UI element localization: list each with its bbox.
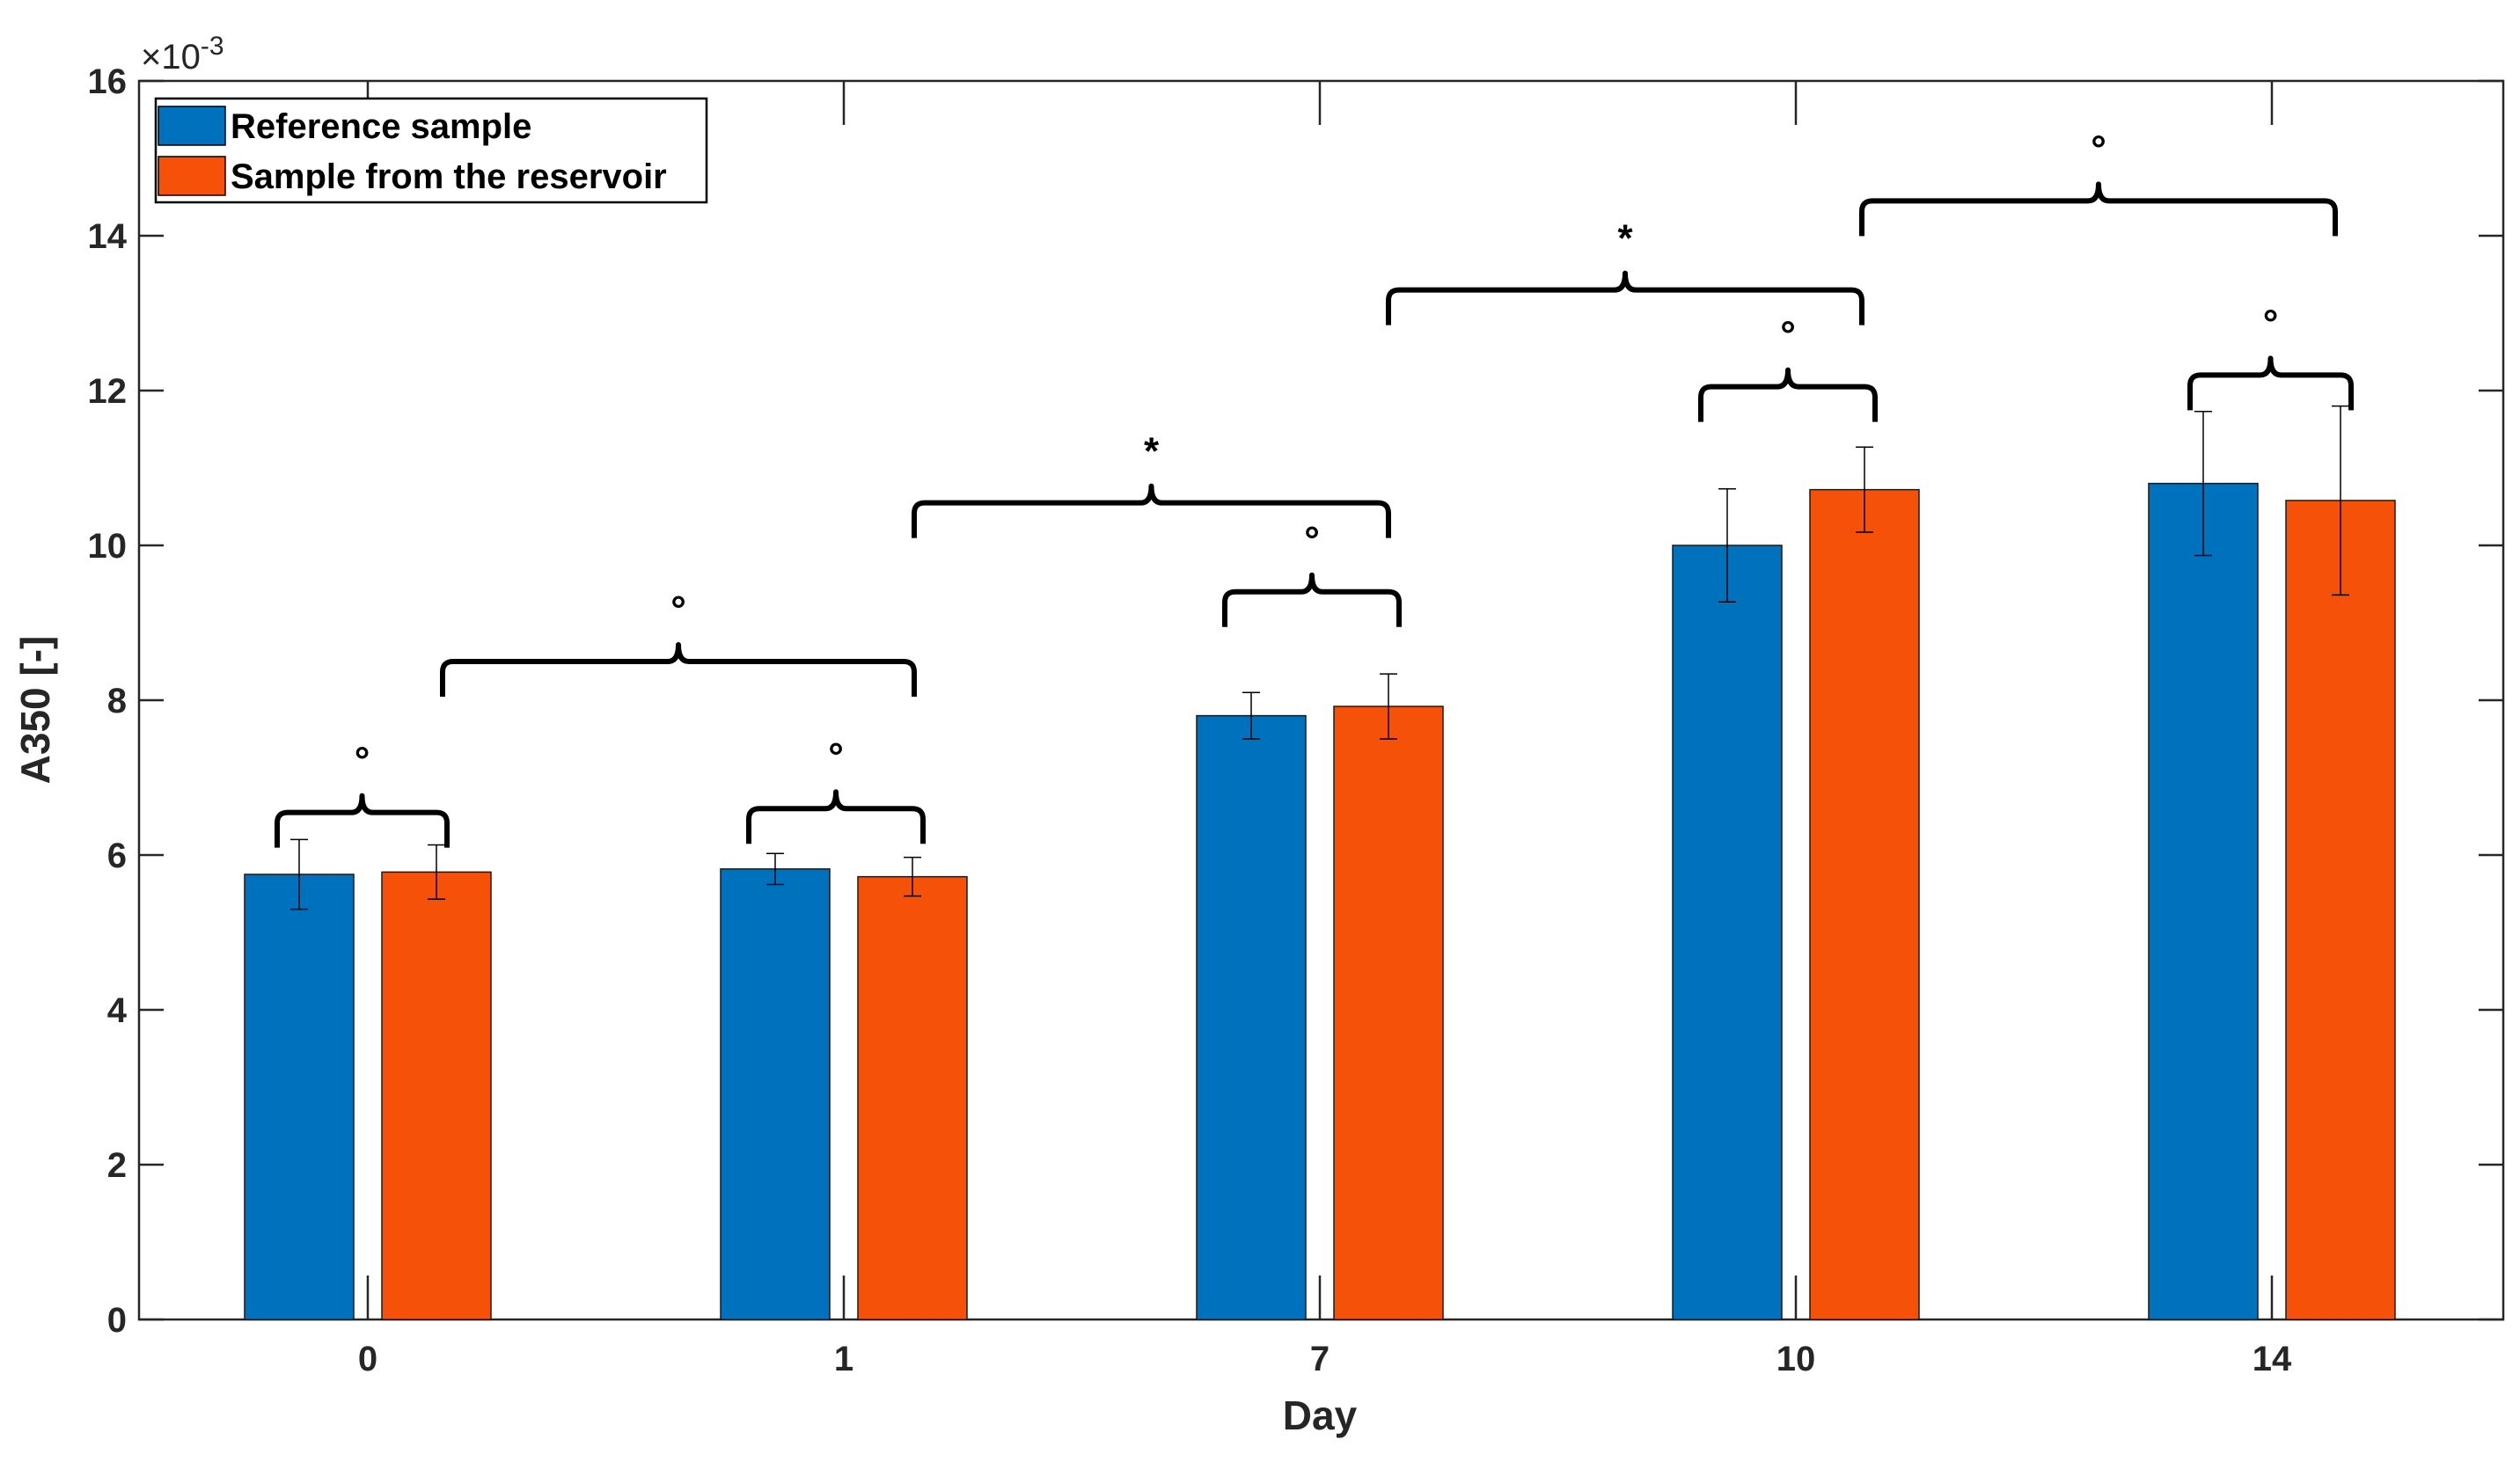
bar-reservoir xyxy=(1333,705,1444,1320)
bar-reference xyxy=(2148,482,2259,1320)
y-tick-label: 10 xyxy=(88,527,128,566)
significance-label: ° xyxy=(1780,314,1796,357)
y-scale-base: ×10 xyxy=(141,38,201,77)
y-tick-label: 8 xyxy=(107,682,127,720)
significance-label: ° xyxy=(670,588,686,632)
legend: Reference sample Sample from the reservo… xyxy=(154,97,708,204)
bar-reference xyxy=(1672,545,1783,1320)
bar-reservoir xyxy=(2285,500,2396,1320)
significance-brace xyxy=(912,483,1391,538)
significance-label: ° xyxy=(355,740,370,783)
y-scale-multiplier: ×10-3 xyxy=(141,32,224,77)
significance-label: ° xyxy=(2263,302,2279,345)
significance-label: ° xyxy=(2091,128,2106,171)
x-tick-label: 10 xyxy=(1776,1340,1816,1378)
legend-label-reference: Reference sample xyxy=(231,107,531,146)
y-tick-label: 6 xyxy=(107,837,127,875)
y-tick-label: 2 xyxy=(107,1146,127,1185)
significance-brace xyxy=(440,642,917,697)
x-axis-title: Day xyxy=(1283,1393,1358,1438)
x-tick-label: 14 xyxy=(2253,1340,2292,1378)
bar-reference xyxy=(720,868,831,1320)
significance-brace xyxy=(275,793,450,848)
plot-area: 0 2 4 6 8 10 12 14 16 0 1 7 10 14 ° ° ° * ° * ° ° ° xyxy=(88,62,2505,1378)
legend-swatch-reservoir xyxy=(158,156,226,196)
bar-reference xyxy=(244,874,355,1320)
x-tick-label: 1 xyxy=(834,1340,853,1378)
significance-brace xyxy=(1859,181,2338,237)
bar-reservoir xyxy=(381,871,492,1320)
significance-brace xyxy=(1386,270,1864,325)
legend-box xyxy=(154,97,708,204)
significance-label: * xyxy=(1617,217,1633,260)
significance-brace xyxy=(1222,572,1402,627)
bar-reservoir xyxy=(857,875,968,1320)
y-tick-label: 14 xyxy=(88,217,128,256)
significance-label: * xyxy=(1144,430,1160,473)
significance-brace xyxy=(746,789,926,844)
y-tick-label: 4 xyxy=(107,991,128,1030)
x-tick-label: 0 xyxy=(358,1340,377,1378)
significance-brace xyxy=(2187,355,2354,411)
y-scale-exponent: -3 xyxy=(201,32,224,61)
significance-label: ° xyxy=(1304,519,1320,562)
y-tick-label: 12 xyxy=(88,372,128,411)
y-tick-label: 16 xyxy=(88,62,128,101)
significance-label: ° xyxy=(828,735,844,779)
legend-swatch-reference xyxy=(158,106,226,146)
bar-reference xyxy=(1196,714,1307,1320)
x-tick-label: 7 xyxy=(1310,1340,1330,1378)
bar-reservoir xyxy=(1809,488,1920,1320)
legend-label-reservoir: Sample from the reservoir xyxy=(231,157,667,196)
y-axis-title: A350 [-] xyxy=(12,636,58,785)
y-tick-label: 0 xyxy=(107,1301,127,1340)
significance-brace xyxy=(1698,367,1878,422)
